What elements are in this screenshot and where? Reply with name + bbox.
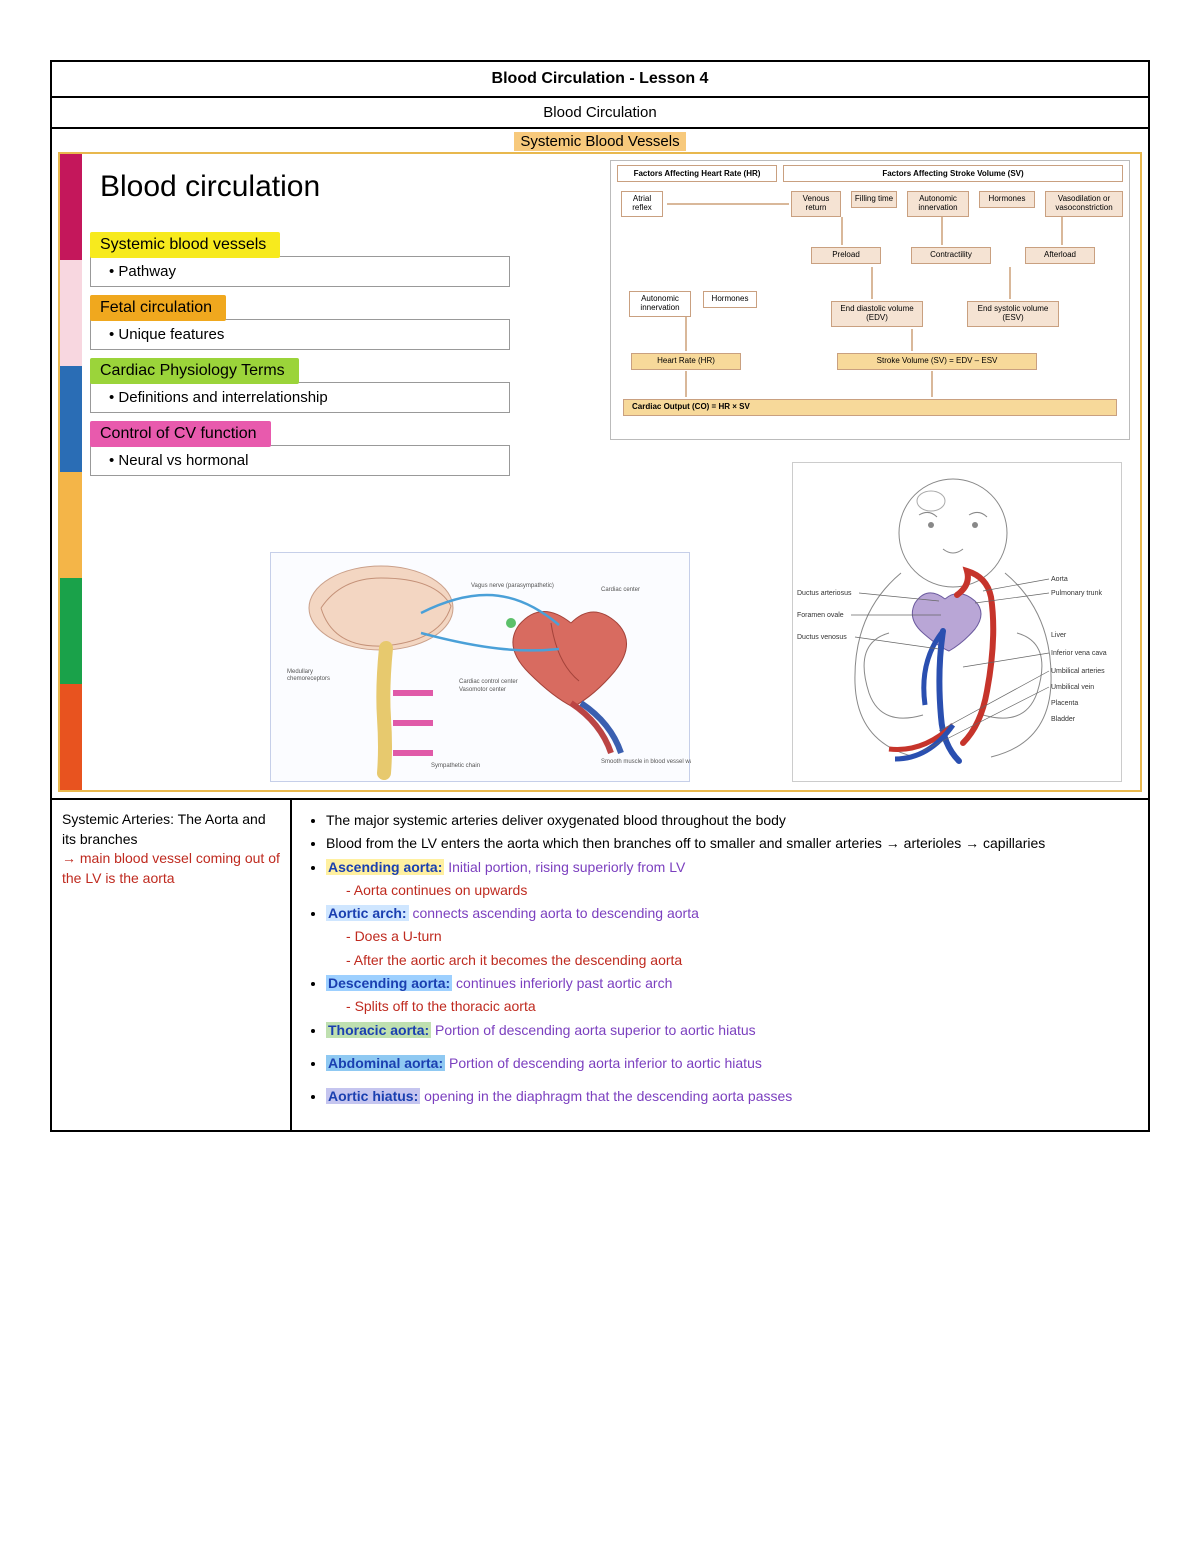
term-bullet: Thoracic aorta: Portion of descending ao… <box>326 1020 1134 1040</box>
svg-text:Cardiac center: Cardiac center <box>601 587 640 593</box>
fc-hr: Heart Rate (HR) <box>631 353 741 370</box>
term-name: Ascending aorta: <box>326 859 444 875</box>
neural-control-diagram: Medullary chemoreceptors Vagus nerve (pa… <box>270 552 690 782</box>
term-desc: connects ascending aorta to descending a… <box>409 905 699 921</box>
svg-text:Aorta: Aorta <box>1051 576 1068 583</box>
color-tab <box>60 578 82 684</box>
topic-row: Cardiac Physiology Terms• Definitions an… <box>90 358 570 413</box>
fc-header-left: Factors Affecting Heart Rate (HR) <box>617 165 777 182</box>
term-name: Aortic hiatus: <box>326 1088 420 1104</box>
fc-co: Cardiac Output (CO) = HR × SV <box>623 399 1117 416</box>
topic-row: Systemic blood vessels• Pathway <box>90 232 570 287</box>
fc-sv: Stroke Volume (SV) = EDV – ESV <box>837 353 1037 370</box>
notes-section: Systemic Arteries: The Aorta and its bra… <box>52 798 1148 1130</box>
topic-sub: • Neural vs hormonal <box>90 445 510 476</box>
term-desc: Portion of descending aorta superior to … <box>431 1022 756 1038</box>
note-bullet: Blood from the LV enters the aorta which… <box>326 833 1134 853</box>
svg-text:Umbilical arteries: Umbilical arteries <box>1051 668 1105 675</box>
term-bullet: Abdominal aorta: Portion of descending a… <box>326 1053 1134 1073</box>
fc-edv: End diastolic volume (EDV) <box>831 301 923 327</box>
fc-autoin2: Autonomic innervation <box>629 291 691 317</box>
term-desc: opening in the diaphragm that the descen… <box>420 1088 792 1104</box>
color-tab <box>60 472 82 578</box>
svg-text:Ductus arteriosus: Ductus arteriosus <box>797 590 852 597</box>
svg-text:chemoreceptors: chemoreceptors <box>287 676 330 682</box>
notes-left-title: Systemic Arteries: The Aorta and its bra… <box>62 810 280 849</box>
svg-text:Placenta: Placenta <box>1051 700 1078 707</box>
svg-text:Umbilical vein: Umbilical vein <box>1051 684 1094 691</box>
term-name: Aortic arch: <box>326 905 409 921</box>
notes-left-column: Systemic Arteries: The Aorta and its bra… <box>52 800 292 1130</box>
term-desc: continues inferiorly past aortic arch <box>452 975 672 991</box>
topic-sub: • Pathway <box>90 256 510 287</box>
term-sub-item: After the aortic arch it becomes the des… <box>346 950 1134 970</box>
svg-text:Bladder: Bladder <box>1051 716 1076 723</box>
svg-text:Foramen ovale: Foramen ovale <box>797 612 844 619</box>
infographic-panel: Blood circulation Systemic blood vessels… <box>58 152 1142 792</box>
term-sub-item: Does a U-turn <box>346 926 1134 946</box>
topic-heading: Control of CV function <box>90 421 271 447</box>
term-name: Descending aorta: <box>326 975 452 991</box>
fc-header-right: Factors Affecting Stroke Volume (SV) <box>783 165 1123 182</box>
svg-text:Vagus nerve (parasympathetic): Vagus nerve (parasympathetic) <box>471 583 554 589</box>
fc-preload: Preload <box>811 247 881 264</box>
topic-sub: • Definitions and interrelationship <box>90 382 510 413</box>
fc-venous: Venous return <box>791 191 841 217</box>
topic-heading: Fetal circulation <box>90 295 226 321</box>
fc-auto: Autonomic innervation <box>907 191 969 217</box>
svg-text:Sympathetic chain: Sympathetic chain <box>431 763 480 769</box>
notes-right-column: The major systemic arteries deliver oxyg… <box>292 800 1148 1130</box>
topic-heading: Cardiac Physiology Terms <box>90 358 299 384</box>
fc-horm: Hormones <box>979 191 1035 208</box>
topic-sub: • Unique features <box>90 319 510 350</box>
slide-title: Blood circulation <box>100 170 570 204</box>
term-bullet: Aortic hiatus: opening in the diaphragm … <box>326 1086 1134 1106</box>
topic-heading: Systemic blood vessels <box>90 232 280 258</box>
topics-column: Blood circulation Systemic blood vessels… <box>90 162 570 484</box>
color-tab <box>60 260 82 366</box>
svg-text:Liver: Liver <box>1051 632 1067 639</box>
term-sublist: Aorta continues on upwards <box>326 880 1134 900</box>
note-bullet: The major systemic arteries deliver oxyg… <box>326 810 1134 830</box>
color-tab <box>60 684 82 790</box>
term-sub-item: Splits off to the thoracic aorta <box>346 996 1134 1016</box>
fc-horm2: Hormones <box>703 291 757 308</box>
fetal-circulation-diagram: Ductus arteriosus Foramen ovale Ductus v… <box>792 462 1122 782</box>
fc-vaso: Vasodilation or vasoconstriction <box>1045 191 1123 217</box>
term-name: Abdominal aorta: <box>326 1055 445 1071</box>
page-subtitle: Blood Circulation <box>52 98 1148 129</box>
svg-text:Pulmonary trunk: Pulmonary trunk <box>1051 590 1102 597</box>
color-tab <box>60 154 82 260</box>
svg-text:Medullary: Medullary <box>287 669 313 675</box>
section-label: Systemic Blood Vessels <box>52 129 1148 152</box>
fc-filling: Filling time <box>851 191 897 208</box>
fc-afterload: Afterload <box>1025 247 1095 264</box>
document-page: Blood Circulation - Lesson 4 Blood Circu… <box>50 60 1150 1132</box>
topic-row: Fetal circulation• Unique features <box>90 295 570 350</box>
svg-text:Ductus venosus: Ductus venosus <box>797 634 847 641</box>
svg-text:Cardiac control center: Cardiac control center <box>459 679 518 685</box>
term-desc: Portion of descending aorta inferior to … <box>445 1055 762 1071</box>
svg-text:Inferior vena cava: Inferior vena cava <box>1051 650 1107 657</box>
term-sublist: Does a U-turn After the aortic arch it be… <box>326 926 1134 970</box>
svg-text:Vasomotor center: Vasomotor center <box>459 687 506 693</box>
fc-esv: End systolic volume (ESV) <box>967 301 1059 327</box>
fc-atrial: Atrial reflex <box>621 191 663 217</box>
term-bullet: Descending aorta: continues inferiorly p… <box>326 973 1134 993</box>
svg-text:Smooth muscle in blood vessel: Smooth muscle in blood vessel walls <box>601 759 691 765</box>
term-name: Thoracic aorta: <box>326 1022 431 1038</box>
term-sublist: Splits off to the thoracic aorta <box>326 996 1134 1016</box>
term-desc: Initial portion, rising superiorly from … <box>444 859 685 875</box>
term-bullet: Ascending aorta: Initial portion, rising… <box>326 857 1134 877</box>
term-bullet: Aortic arch: connects ascending aorta to… <box>326 903 1134 923</box>
page-title: Blood Circulation - Lesson 4 <box>52 62 1148 98</box>
fc-contract: Contractility <box>911 247 991 264</box>
color-tab <box>60 366 82 472</box>
notes-left-red: → main blood vessel coming out of the LV… <box>62 849 280 888</box>
term-sub-item: Aorta continues on upwards <box>346 880 1134 900</box>
cardiac-output-flowchart: Factors Affecting Heart Rate (HR) Factor… <box>610 160 1130 440</box>
color-tab-strip <box>60 154 82 790</box>
topic-row: Control of CV function• Neural vs hormon… <box>90 421 570 476</box>
